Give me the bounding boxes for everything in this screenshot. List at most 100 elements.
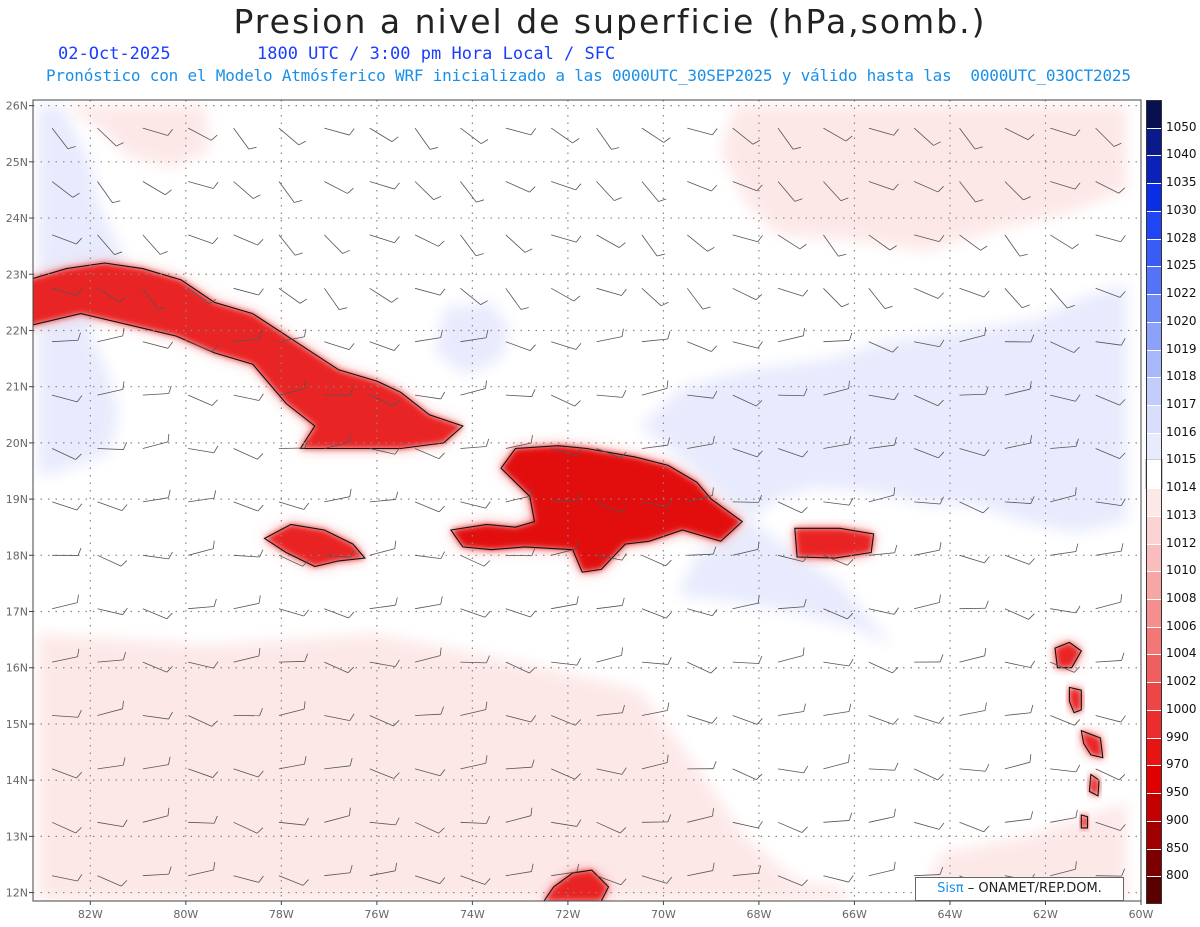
colorbar-cell [1146, 404, 1162, 433]
wind-barb-feather [621, 767, 627, 775]
wind-barb [732, 127, 754, 145]
wind-barb [324, 715, 350, 721]
wind-barb-feather [342, 249, 351, 254]
wind-barb-feather [394, 182, 400, 190]
wind-barb [550, 127, 573, 144]
wind-barb-feather [485, 380, 487, 389]
colorbar-label: 1020 [1166, 313, 1197, 328]
colorbar-label: 1050 [1166, 119, 1197, 134]
wind-barb [1050, 551, 1077, 556]
wind-barb [142, 288, 159, 310]
wind-barb-feather [939, 496, 944, 505]
wind-barb [97, 821, 124, 828]
wind-barb [1095, 821, 1121, 831]
colorbar-cell [1146, 210, 1162, 239]
wind-barb-feather [394, 659, 400, 667]
wind-barb [777, 821, 803, 833]
wind-barb [551, 603, 577, 610]
wind-barb [97, 335, 123, 343]
wind-barb-feather [755, 294, 763, 301]
lat-tick-label: 26N [6, 100, 28, 113]
wind-barb [414, 655, 441, 663]
wind-barb [324, 288, 340, 310]
wind-barb-feather [485, 755, 488, 764]
colorbar-label: 1012 [1166, 535, 1197, 550]
colorbar-label: 1035 [1166, 175, 1197, 190]
wind-barb [914, 602, 940, 610]
pressure-core-st-vincent [1081, 815, 1088, 828]
wind-barb-feather [756, 450, 763, 458]
wind-barb-feather [1023, 196, 1031, 201]
wind-barb-feather [122, 757, 126, 766]
wind-barb-feather [395, 817, 400, 826]
wind-barb-feather [667, 657, 672, 665]
wind-barb [505, 715, 532, 723]
wind-barb [868, 127, 894, 136]
lat-tick-label: 14N [6, 774, 28, 787]
pressure-area-east-small-pink [921, 802, 1127, 901]
wind-barb-feather [838, 253, 847, 257]
wind-barb-feather [524, 248, 533, 253]
lon-tick-label: 68W [746, 908, 771, 921]
wind-barb [188, 234, 213, 244]
wind-barb [369, 234, 395, 244]
wind-barb [97, 389, 123, 396]
colorbar-label: 1030 [1166, 202, 1197, 217]
wind-barb-feather [985, 763, 990, 772]
wind-barb-feather [122, 607, 128, 615]
wind-barb [1004, 442, 1031, 449]
wind-barb [278, 234, 296, 256]
wind-barb-feather [484, 610, 491, 618]
wind-barb-feather [847, 559, 854, 566]
wind-barb-feather [213, 490, 217, 499]
colorbar-label: 1015 [1166, 452, 1197, 467]
wind-barb [687, 127, 713, 136]
wind-barb-feather [756, 773, 763, 780]
wind-barb [596, 654, 622, 663]
wind-barb [142, 715, 169, 720]
wind-barb [732, 548, 759, 556]
wind-barb [1050, 445, 1077, 449]
wind-barb-feather [1074, 487, 1077, 496]
wind-barb [278, 388, 305, 396]
wind-barb [97, 708, 123, 716]
wind-barb [959, 655, 985, 663]
wind-barb-feather [1075, 394, 1081, 402]
wind-barb [959, 710, 986, 716]
wind-barb-feather [757, 821, 763, 829]
wind-barb [188, 448, 214, 454]
wind-barb-feather [619, 827, 627, 834]
colorbar-cell [1146, 432, 1162, 461]
wind-barb-feather [848, 875, 854, 883]
wind-barb [732, 602, 759, 610]
lon-tick-label: 78W [269, 908, 294, 921]
lat-tick-label: 21N [6, 381, 28, 394]
wind-barb-feather [304, 756, 307, 765]
wind-barb [1004, 818, 1031, 823]
wind-barb-feather [712, 435, 715, 444]
wind-barb [551, 871, 577, 877]
wind-barb [278, 181, 295, 203]
wind-barb-feather [116, 142, 124, 147]
wind-barb-feather [757, 235, 763, 242]
wind-barb-feather [1019, 253, 1028, 257]
wind-barb-feather [621, 553, 627, 561]
wind-barb-feather [168, 711, 173, 720]
wind-barb [1050, 127, 1076, 137]
coastline-st-vincent [1080, 814, 1089, 829]
wind-barb-feather [259, 331, 262, 339]
wind-barb [959, 554, 985, 564]
wind-barb-feather [1075, 438, 1079, 447]
wind-barb-feather [258, 595, 261, 604]
wind-barb [324, 608, 349, 619]
wind-barb-feather [122, 327, 125, 336]
wind-barb-feather [802, 647, 805, 656]
wind-barb-feather [984, 647, 987, 656]
wind-barb-feather [167, 128, 173, 136]
wind-barb [505, 341, 531, 352]
wind-barb-feather [847, 612, 854, 620]
wind-barb-feather [259, 549, 264, 558]
wind-barb [414, 768, 441, 777]
colorbar-cell [1146, 377, 1162, 405]
wind-barb-feather [938, 716, 945, 724]
